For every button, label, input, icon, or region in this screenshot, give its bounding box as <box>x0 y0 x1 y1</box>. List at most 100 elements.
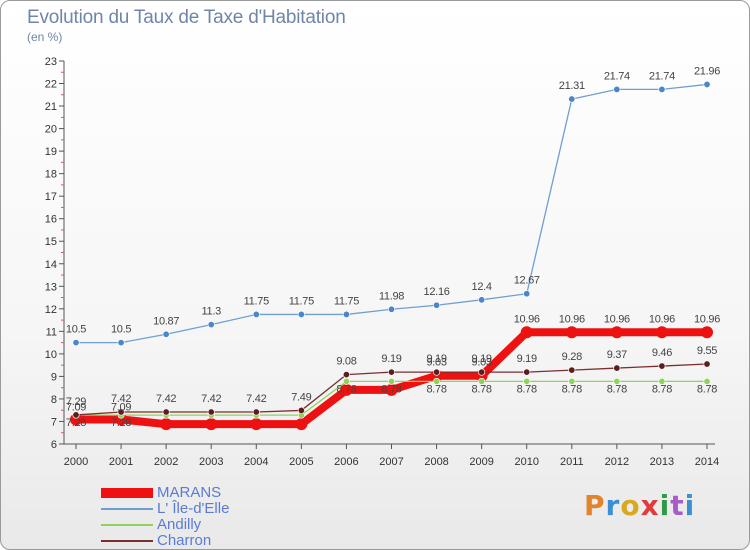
legend-swatch <box>101 540 153 542</box>
data-label: 8.78 <box>336 383 356 395</box>
data-label: 9.19 <box>426 353 446 365</box>
y-tick-label: 6 <box>51 439 57 451</box>
data-label: 8.78 <box>381 383 401 395</box>
x-tick-label: 2007 <box>379 456 403 468</box>
data-label: 8.78 <box>472 383 492 395</box>
y-tick-label: 9 <box>51 371 57 383</box>
data-point <box>433 368 441 376</box>
data-point <box>613 377 621 385</box>
data-label: 11.75 <box>244 295 269 307</box>
logo-letter: i <box>684 489 696 522</box>
legend-swatch <box>101 508 153 510</box>
data-point <box>523 377 531 385</box>
chart-title: Evolution du Taux de Taxe d'Habitation <box>27 7 346 28</box>
x-tick-label: 2013 <box>650 456 674 468</box>
data-point <box>297 310 305 318</box>
data-label: 9.03 <box>472 357 492 369</box>
legend-label: MARANS <box>157 484 222 501</box>
y-tick-label: 19 <box>45 146 57 158</box>
data-point <box>207 408 215 416</box>
legend-label: Andilly <box>157 516 202 533</box>
data-label: 12.16 <box>424 286 450 298</box>
data-point <box>433 301 441 309</box>
y-tick-label: 21 <box>45 101 57 113</box>
logo-letter: x <box>640 489 660 522</box>
data-point <box>387 377 395 385</box>
data-point <box>297 406 305 414</box>
x-tick-label: 2004 <box>244 456 268 468</box>
x-tick-label: 2014 <box>695 456 719 468</box>
logo-letter: P <box>584 489 606 522</box>
data-label: 8.78 <box>562 383 582 395</box>
legend-swatch <box>101 524 153 526</box>
data-point <box>568 95 576 103</box>
data-label: 10.5 <box>66 324 86 336</box>
data-point <box>658 362 666 370</box>
data-point <box>387 368 395 376</box>
data-point <box>252 408 260 416</box>
data-label: 21.96 <box>694 65 720 77</box>
data-label: 8.78 <box>697 383 717 395</box>
logo-letter: t <box>670 489 685 522</box>
x-tick-label: 2012 <box>605 456 629 468</box>
data-point <box>72 339 80 347</box>
x-tick-label: 2006 <box>334 456 358 468</box>
y-tick-label: 14 <box>45 259 57 271</box>
data-point <box>72 411 80 419</box>
data-label: 8.78 <box>607 383 627 395</box>
data-label: 8.78 <box>652 383 672 395</box>
data-label: 7.28 <box>66 417 86 429</box>
y-tick-label: 22 <box>45 79 57 91</box>
data-point <box>162 330 170 338</box>
data-label: 9.46 <box>652 347 672 359</box>
data-label: 7.42 <box>246 393 266 405</box>
legend-label: L' Île-d'Elle <box>157 500 230 517</box>
x-tick-label: 2010 <box>514 456 538 468</box>
legend-item: Andilly <box>101 516 361 533</box>
proxiti-logo: Proxiti <box>584 489 695 522</box>
data-label: 9.37 <box>607 349 627 361</box>
data-point <box>433 377 441 385</box>
data-label: 9.03 <box>426 357 446 369</box>
data-point <box>117 408 125 416</box>
data-point <box>568 366 576 374</box>
data-label: 7.09 <box>66 401 86 413</box>
series-points <box>70 80 713 431</box>
data-point <box>520 326 533 339</box>
data-label: 10.5 <box>111 324 131 336</box>
data-label: 7.28 <box>111 417 131 429</box>
data-point <box>478 368 486 376</box>
data-point <box>523 290 531 298</box>
data-label: 7.29 <box>66 396 86 408</box>
data-point <box>295 418 308 431</box>
data-label: 9.55 <box>697 345 717 357</box>
data-label: 9.19 <box>472 353 492 365</box>
data-label: 7.42 <box>156 393 176 405</box>
data-point <box>342 310 350 318</box>
data-label: 7.42 <box>111 393 131 405</box>
data-point <box>701 326 713 339</box>
data-label: 8.78 <box>517 383 537 395</box>
x-tick-label: 2003 <box>199 456 223 468</box>
x-tick-label: 2001 <box>109 456 133 468</box>
data-point <box>478 296 486 304</box>
data-label: 10.96 <box>694 313 720 325</box>
legend-item: L' Île-d'Elle <box>101 500 361 517</box>
y-tick-label: 18 <box>45 169 57 181</box>
legend: MARANS L' Île-d'Elle Andilly Charron <box>101 484 361 549</box>
data-label: 12.4 <box>472 281 492 293</box>
data-label: 7.42 <box>201 393 221 405</box>
data-point <box>565 326 578 339</box>
data-label: 11.75 <box>334 295 359 307</box>
data-label: 7.49 <box>291 391 311 403</box>
y-tick-label: 11 <box>46 326 57 338</box>
data-label: 9.28 <box>562 351 582 363</box>
data-point <box>252 310 260 318</box>
data-point <box>703 360 711 368</box>
data-label: 9.08 <box>336 356 356 368</box>
data-label: 21.74 <box>649 70 675 82</box>
data-label: 10.96 <box>649 313 675 325</box>
data-point <box>340 383 353 396</box>
